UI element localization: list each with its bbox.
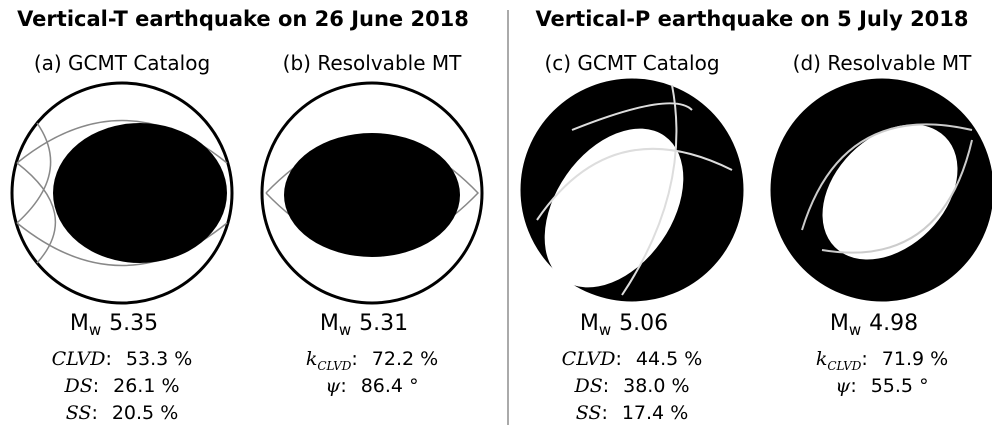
magnitude-value: 5.31 <box>359 311 408 336</box>
stat-value: 38.0 % <box>623 375 689 397</box>
magnitude-value: 4.98 <box>869 311 918 336</box>
stat: kCLVD: 72.2 % <box>306 348 438 373</box>
stat-label: CLVD <box>562 348 616 370</box>
stat-value: 86.4 ° <box>361 375 419 397</box>
magnitude-subscript: w <box>339 321 351 339</box>
stat-label: ψ <box>325 375 341 397</box>
stat-subscript: CLVD <box>827 359 861 373</box>
magnitude-symbol: M <box>320 311 339 336</box>
stat-value: 44.5 % <box>636 348 702 370</box>
group-title: Vertical-P earthquake on 5 July 2018 <box>535 7 968 31</box>
stat: SS: 20.5 % <box>66 402 179 424</box>
compressional-area <box>53 123 227 263</box>
stat: DS: 38.0 % <box>573 375 689 397</box>
panel-label: (c) GCMT Catalog <box>544 51 719 75</box>
stat-sep: : <box>616 348 622 370</box>
panel-label: (a) GCMT Catalog <box>34 51 210 75</box>
stat-value: 17.4 % <box>622 402 688 424</box>
stat-sep: : <box>93 375 99 397</box>
stat-sep: : <box>106 348 112 370</box>
stat-label: DS <box>63 375 92 397</box>
magnitude: Mw 5.31 <box>320 311 408 339</box>
stat-value: 72.2 % <box>372 348 438 370</box>
stat-value: 55.5 ° <box>871 375 929 397</box>
stat-value: 71.9 % <box>882 348 948 370</box>
beach-ball <box>520 78 744 302</box>
stat: kCLVD: 71.9 % <box>816 348 948 373</box>
stat-sep: : <box>351 348 357 370</box>
stat-sep: : <box>91 402 97 424</box>
nodal-line <box>536 84 733 296</box>
panel-label: (b) Resolvable MT <box>283 51 462 75</box>
magnitude-value: 5.35 <box>109 311 158 336</box>
magnitude-subscript: w <box>599 321 611 339</box>
stat: SS: 17.4 % <box>576 402 689 424</box>
stat-sep: : <box>850 375 856 397</box>
stat-label: ψ <box>835 375 851 397</box>
magnitude: Mw 5.35 <box>70 311 158 339</box>
stat-sep: : <box>601 402 607 424</box>
magnitude-subscript: w <box>849 321 861 339</box>
magnitude: Mw 5.06 <box>580 311 668 339</box>
beach-ball <box>10 81 234 305</box>
stat-sep: : <box>861 348 867 370</box>
stat-sep: : <box>340 375 346 397</box>
magnitude-subscript: w <box>89 321 101 339</box>
stat-label: DS <box>573 375 602 397</box>
stat: DS: 26.1 % <box>63 375 179 397</box>
magnitude-symbol: M <box>70 311 89 336</box>
nodal-line <box>16 119 228 267</box>
stat-value: 26.1 % <box>113 375 179 397</box>
nodal-line <box>801 123 973 254</box>
beach-ball <box>260 81 484 305</box>
dilatational-area <box>822 124 958 260</box>
magnitude-symbol: M <box>830 311 849 336</box>
stat-label: k <box>306 348 318 370</box>
beach-ball <box>770 78 992 302</box>
stat-value: 53.3 % <box>126 348 192 370</box>
stat: ψ: 86.4 ° <box>325 375 418 397</box>
stat-subscript: CLVD <box>317 359 351 373</box>
magnitude-value: 5.06 <box>619 311 668 336</box>
stat-label: CLVD <box>52 348 106 370</box>
panel-label: (d) Resolvable MT <box>793 51 972 75</box>
stat-label: k <box>816 348 828 370</box>
compressional-area <box>284 133 460 257</box>
stat: CLVD: 53.3 % <box>52 348 193 370</box>
group-title: Vertical-T earthquake on 26 June 2018 <box>17 7 469 31</box>
stat-label: SS <box>576 402 602 424</box>
stat-sep: : <box>603 375 609 397</box>
stat: CLVD: 44.5 % <box>562 348 703 370</box>
stat-value: 20.5 % <box>112 402 178 424</box>
magnitude-symbol: M <box>580 311 599 336</box>
stat: ψ: 55.5 ° <box>835 375 928 397</box>
magnitude: Mw 4.98 <box>830 311 918 339</box>
stat-label: SS <box>66 402 92 424</box>
